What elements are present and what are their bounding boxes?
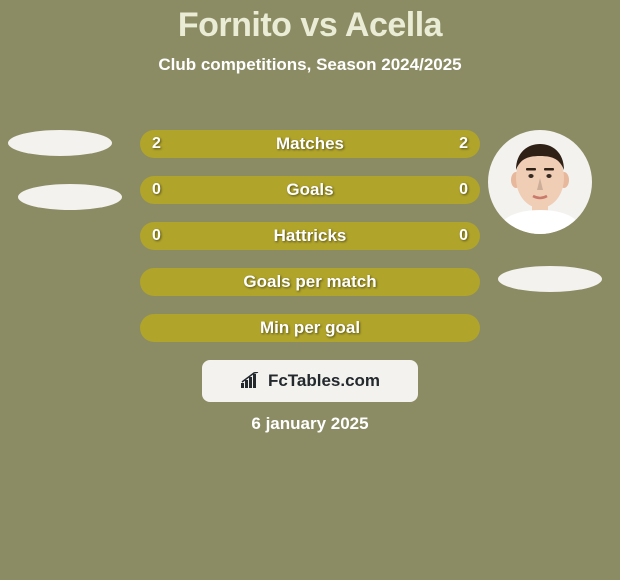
stat-row: Hattricks 0 0 [140, 222, 480, 250]
stat-left-value: 0 [152, 227, 161, 245]
subtitle: Club competitions, Season 2024/2025 [0, 55, 620, 75]
player1-avatar-shape-2 [18, 184, 122, 210]
stat-row: Min per goal [140, 314, 480, 342]
player1-avatar-shape-1 [8, 130, 112, 156]
stat-right-value: 0 [459, 227, 468, 245]
title-player2: Acella [345, 6, 442, 44]
stat-left-value: 0 [152, 181, 161, 199]
stat-row: Goals per match [140, 268, 480, 296]
stat-left-value: 2 [152, 135, 161, 153]
player2-shadow-ellipse [498, 266, 602, 292]
stat-label: Goals per match [243, 272, 376, 292]
page-title: Fornito vs Acella [0, 6, 620, 45]
title-vs: vs [300, 6, 337, 44]
date-line: 6 january 2025 [0, 414, 620, 434]
stat-label: Matches [276, 134, 344, 154]
player2-avatar [488, 130, 592, 234]
stat-label: Hattricks [274, 226, 347, 246]
stat-row: Goals 0 0 [140, 176, 480, 204]
stat-label: Goals [286, 180, 333, 200]
bar-chart-icon [240, 372, 262, 390]
brand-text: FcTables.com [268, 371, 380, 391]
stat-right-value: 2 [459, 135, 468, 153]
stat-right-value: 0 [459, 181, 468, 199]
stat-label: Min per goal [260, 318, 360, 338]
title-player1: Fornito [178, 6, 292, 44]
brand-badge[interactable]: FcTables.com [202, 360, 418, 402]
avatar-icon [488, 130, 592, 234]
stat-row: Matches 2 2 [140, 130, 480, 158]
